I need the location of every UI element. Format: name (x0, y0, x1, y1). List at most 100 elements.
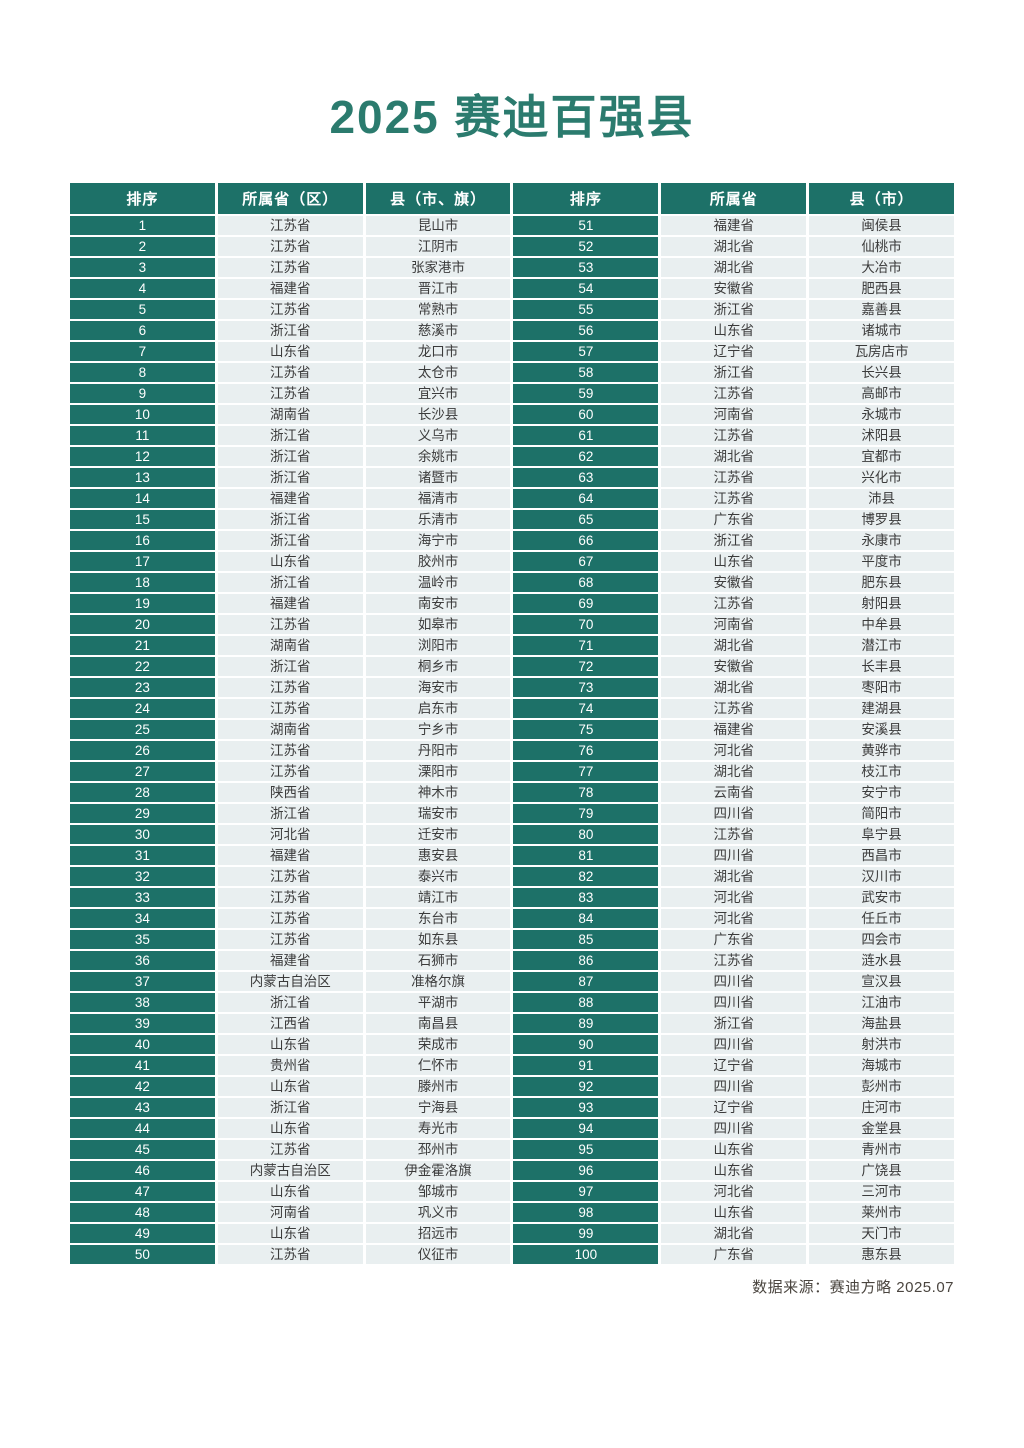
province-cell: 福建省 (217, 488, 363, 508)
table-row: 33 江苏省 靖江市 83 河北省 武安市 (70, 887, 954, 907)
rank-cell: 58 (513, 362, 659, 382)
county-cell: 金堂县 (809, 1118, 954, 1138)
province-cell: 江苏省 (217, 1139, 363, 1159)
province-cell: 浙江省 (217, 992, 363, 1012)
county-cell: 神木市 (365, 782, 511, 802)
county-cell: 广饶县 (809, 1160, 954, 1180)
county-cell: 海宁市 (365, 530, 511, 550)
county-cell: 如东县 (365, 929, 511, 949)
table-row: 4 福建省 晋江市 54 安徽省 肥西县 (70, 278, 954, 298)
rank-cell: 69 (513, 593, 659, 613)
county-cell: 义乌市 (365, 425, 511, 445)
county-cell: 瑞安市 (365, 803, 511, 823)
header-province-right: 所属省 (661, 182, 807, 214)
rank-cell: 48 (70, 1202, 215, 1222)
rank-cell: 20 (70, 614, 215, 634)
province-cell: 湖南省 (217, 635, 363, 655)
rank-cell: 18 (70, 572, 215, 592)
county-cell: 江油市 (809, 992, 954, 1012)
rank-cell: 85 (513, 929, 659, 949)
county-cell: 永城市 (809, 404, 954, 424)
rank-cell: 38 (70, 992, 215, 1012)
county-cell: 泰兴市 (365, 866, 511, 886)
table-header-row: 排序 所属省（区） 县（市、旗） 排序 所属省 县（市） (70, 182, 954, 214)
county-cell: 庄河市 (809, 1097, 954, 1117)
rank-cell: 22 (70, 656, 215, 676)
rank-cell: 29 (70, 803, 215, 823)
rank-cell: 19 (70, 593, 215, 613)
province-cell: 河南省 (661, 404, 807, 424)
table-row: 7 山东省 龙口市 57 辽宁省 瓦房店市 (70, 341, 954, 361)
province-cell: 福建省 (217, 950, 363, 970)
rank-cell: 12 (70, 446, 215, 466)
province-cell: 河北省 (661, 887, 807, 907)
province-cell: 陕西省 (217, 782, 363, 802)
table-row: 47 山东省 邹城市 97 河北省 三河市 (70, 1181, 954, 1201)
county-cell: 平度市 (809, 551, 954, 571)
rank-cell: 21 (70, 635, 215, 655)
province-cell: 浙江省 (661, 1013, 807, 1033)
county-cell: 长兴县 (809, 362, 954, 382)
rank-cell: 65 (513, 509, 659, 529)
province-cell: 江苏省 (217, 908, 363, 928)
table-row: 15 浙江省 乐清市 65 广东省 博罗县 (70, 509, 954, 529)
province-cell: 江苏省 (217, 887, 363, 907)
rank-cell: 8 (70, 362, 215, 382)
rank-cell: 23 (70, 677, 215, 697)
table-row: 43 浙江省 宁海县 93 辽宁省 庄河市 (70, 1097, 954, 1117)
rank-cell: 44 (70, 1118, 215, 1138)
county-cell: 青州市 (809, 1139, 954, 1159)
table-row: 20 江苏省 如皋市 70 河南省 中牟县 (70, 614, 954, 634)
county-cell: 溧阳市 (365, 761, 511, 781)
rank-cell: 64 (513, 488, 659, 508)
province-cell: 安徽省 (661, 278, 807, 298)
rank-cell: 15 (70, 509, 215, 529)
rank-cell: 35 (70, 929, 215, 949)
province-cell: 浙江省 (217, 803, 363, 823)
rank-cell: 40 (70, 1034, 215, 1054)
province-cell: 四川省 (661, 1034, 807, 1054)
province-cell: 江苏省 (217, 383, 363, 403)
province-cell: 四川省 (661, 992, 807, 1012)
rank-cell: 86 (513, 950, 659, 970)
province-cell: 浙江省 (217, 509, 363, 529)
province-cell: 浙江省 (661, 530, 807, 550)
county-cell: 中牟县 (809, 614, 954, 634)
province-cell: 湖北省 (661, 446, 807, 466)
province-cell: 辽宁省 (661, 1097, 807, 1117)
table-row: 50 江苏省 仪征市 100 广东省 惠东县 (70, 1244, 954, 1264)
county-cell: 南安市 (365, 593, 511, 613)
county-cell: 瓦房店市 (809, 341, 954, 361)
table-row: 39 江西省 南昌县 89 浙江省 海盐县 (70, 1013, 954, 1033)
rank-cell: 100 (513, 1244, 659, 1264)
rank-cell: 55 (513, 299, 659, 319)
province-cell: 浙江省 (217, 656, 363, 676)
province-cell: 湖南省 (217, 719, 363, 739)
county-cell: 招远市 (365, 1223, 511, 1243)
rank-cell: 81 (513, 845, 659, 865)
county-cell: 高邮市 (809, 383, 954, 403)
rank-cell: 2 (70, 236, 215, 256)
province-cell: 江苏省 (217, 929, 363, 949)
province-cell: 河北省 (661, 908, 807, 928)
county-cell: 闽侯县 (809, 215, 954, 235)
rank-cell: 41 (70, 1055, 215, 1075)
province-cell: 福建省 (217, 593, 363, 613)
county-cell: 温岭市 (365, 572, 511, 592)
table-row: 22 浙江省 桐乡市 72 安徽省 长丰县 (70, 656, 954, 676)
province-cell: 浙江省 (217, 1097, 363, 1117)
province-cell: 贵州省 (217, 1055, 363, 1075)
table-row: 35 江苏省 如东县 85 广东省 四会市 (70, 929, 954, 949)
table-row: 12 浙江省 余姚市 62 湖北省 宜都市 (70, 446, 954, 466)
rank-cell: 79 (513, 803, 659, 823)
rank-cell: 14 (70, 488, 215, 508)
province-cell: 山东省 (217, 341, 363, 361)
county-cell: 荣成市 (365, 1034, 511, 1054)
county-cell: 简阳市 (809, 803, 954, 823)
rank-cell: 9 (70, 383, 215, 403)
county-cell: 枣阳市 (809, 677, 954, 697)
rank-cell: 87 (513, 971, 659, 991)
table-row: 1 江苏省 昆山市 51 福建省 闽侯县 (70, 215, 954, 235)
rank-cell: 70 (513, 614, 659, 634)
table-row: 14 福建省 福清市 64 江苏省 沛县 (70, 488, 954, 508)
